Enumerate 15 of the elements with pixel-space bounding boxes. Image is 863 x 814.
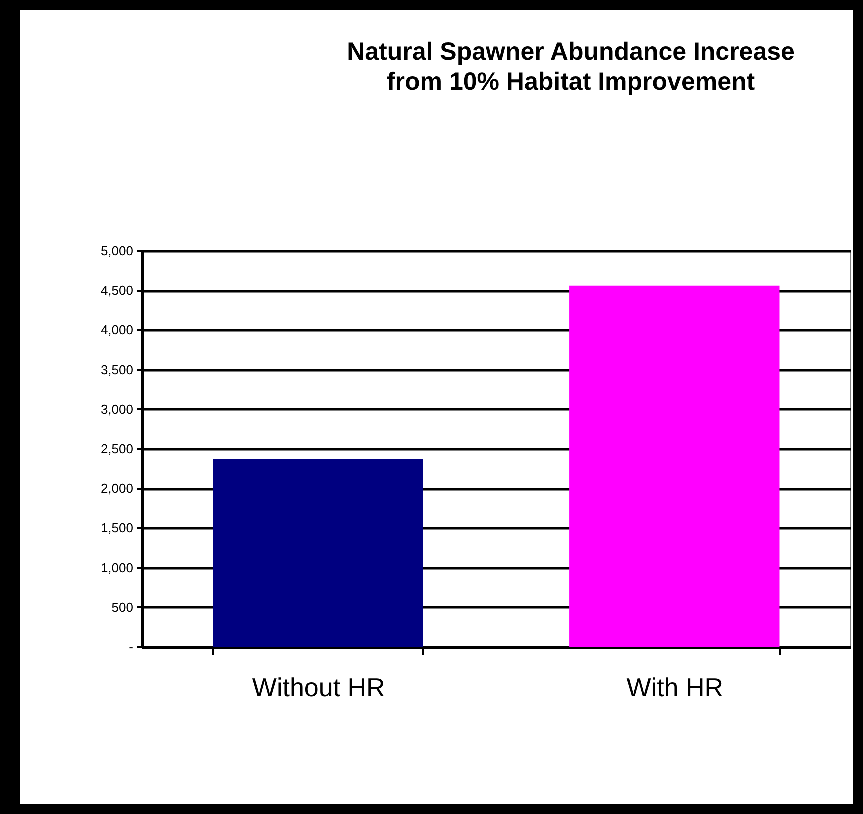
y-tick-label: 3,500 (100, 362, 134, 378)
y-tick-label: 2,000 (100, 481, 134, 496)
x-tick-label: With HR (626, 672, 724, 702)
y-tick-label: 1,000 (100, 560, 134, 576)
x-tick-label: Without HR (252, 672, 386, 702)
y-tick-label: 5,000 (100, 244, 134, 258)
y-tick-label: - (129, 640, 134, 654)
y-tick-label: 2,500 (100, 442, 134, 456)
text: from 10% Habitat Improvement (386, 68, 756, 96)
y-tick-label: 4,000 (100, 322, 134, 338)
y-tick-label: 4,500 (100, 283, 134, 298)
y-tick-label: 1,500 (100, 520, 134, 536)
text: Natural Spawner Abundance Increase (347, 38, 795, 66)
y-tick-label: 3,000 (100, 402, 134, 417)
y-tick-label: 500 (112, 600, 134, 615)
